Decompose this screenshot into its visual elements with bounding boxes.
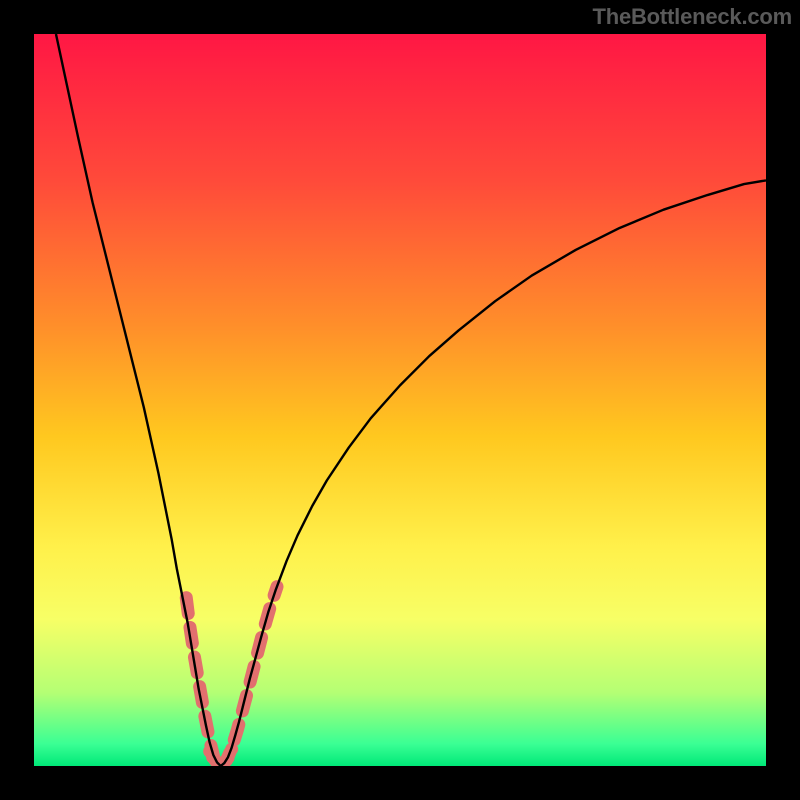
watermark-text: TheBottleneck.com	[592, 4, 792, 30]
gradient-background	[34, 34, 766, 766]
chart-frame: TheBottleneck.com	[0, 0, 800, 800]
plot-area	[34, 34, 766, 766]
plot-svg	[34, 34, 766, 766]
